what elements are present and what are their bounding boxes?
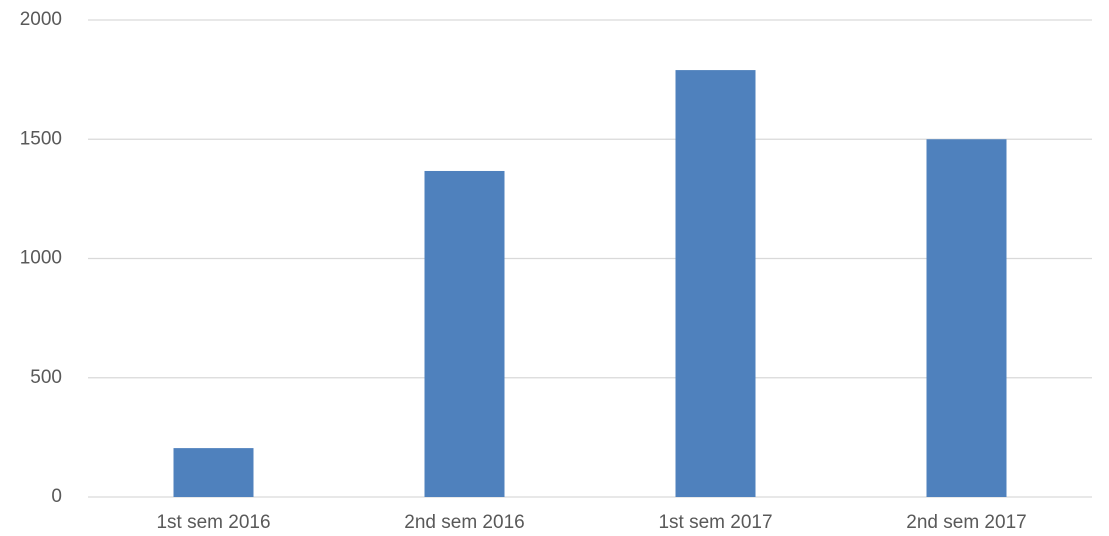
x-tick-label: 1st sem 2017 — [658, 512, 772, 533]
y-tick-label: 0 — [51, 486, 62, 507]
bar — [173, 448, 254, 497]
y-tick-label: 1000 — [20, 248, 62, 269]
x-tick-label: 2nd sem 2017 — [906, 512, 1026, 533]
y-tick-label: 2000 — [20, 9, 62, 30]
x-tick-label: 1st sem 2016 — [156, 512, 270, 533]
bar — [424, 170, 505, 497]
y-tick-label: 1500 — [20, 128, 62, 149]
x-tick-label: 2nd sem 2016 — [404, 512, 524, 533]
y-tick-label: 500 — [30, 367, 62, 388]
bar — [675, 70, 756, 498]
bar — [926, 139, 1007, 497]
